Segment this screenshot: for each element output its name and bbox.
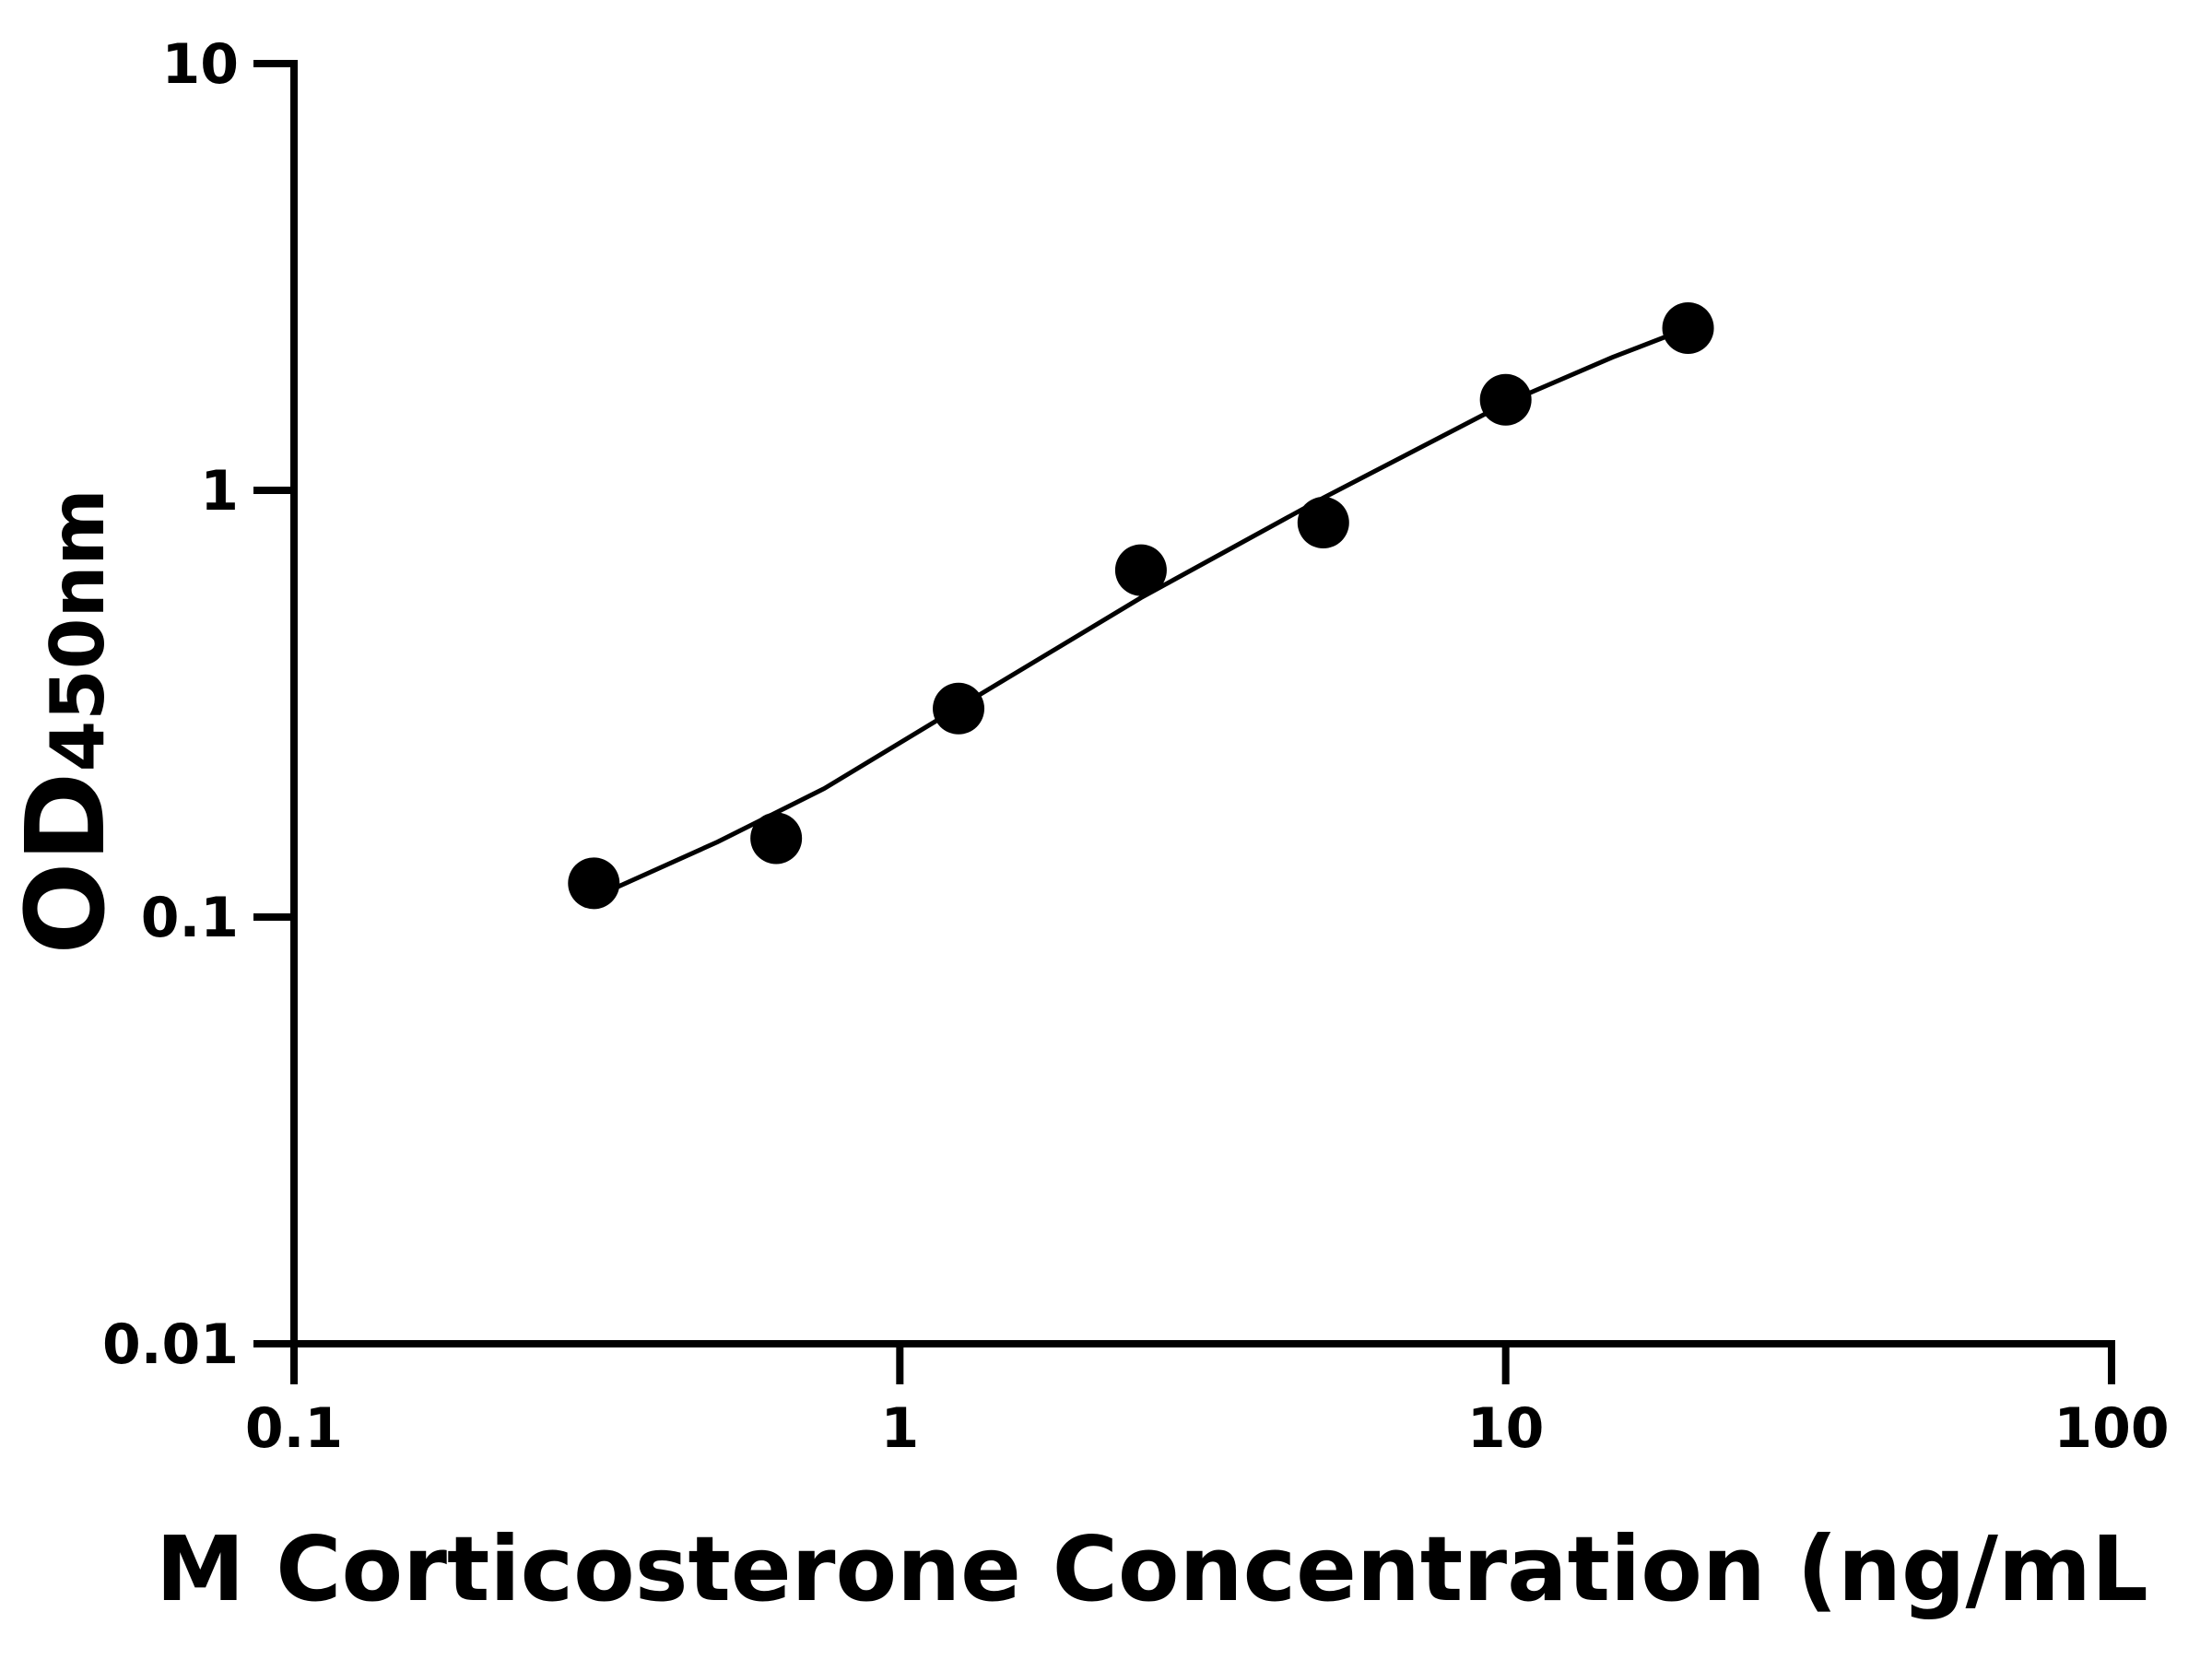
x-tick-label: 0.1 <box>245 1396 343 1461</box>
y-tick-label: 1 <box>200 459 239 524</box>
data-point <box>568 857 620 910</box>
data-point <box>750 812 803 865</box>
x-tick-label: 1 <box>880 1396 919 1461</box>
y-axis-title: OD450nm <box>2 488 129 955</box>
y-axis-title-main: OD <box>2 772 129 955</box>
x-axis-title: M Corticosterone Concentration (ng/mL <box>156 1517 2148 1621</box>
y-tick-label: 0.01 <box>102 1312 239 1377</box>
y-tick-label: 10 <box>162 32 240 97</box>
y-tick-label: 0.1 <box>141 886 239 950</box>
data-point <box>1662 301 1714 354</box>
y-axis-title-sub: 450nm <box>35 488 121 771</box>
data-point <box>1479 373 1532 426</box>
data-point <box>1297 497 1349 549</box>
x-tick-label: 100 <box>2053 1396 2169 1461</box>
x-tick-label: 10 <box>1467 1396 1545 1461</box>
fit-curve <box>606 325 1689 894</box>
data-point <box>933 682 985 735</box>
data-point <box>1114 544 1167 596</box>
